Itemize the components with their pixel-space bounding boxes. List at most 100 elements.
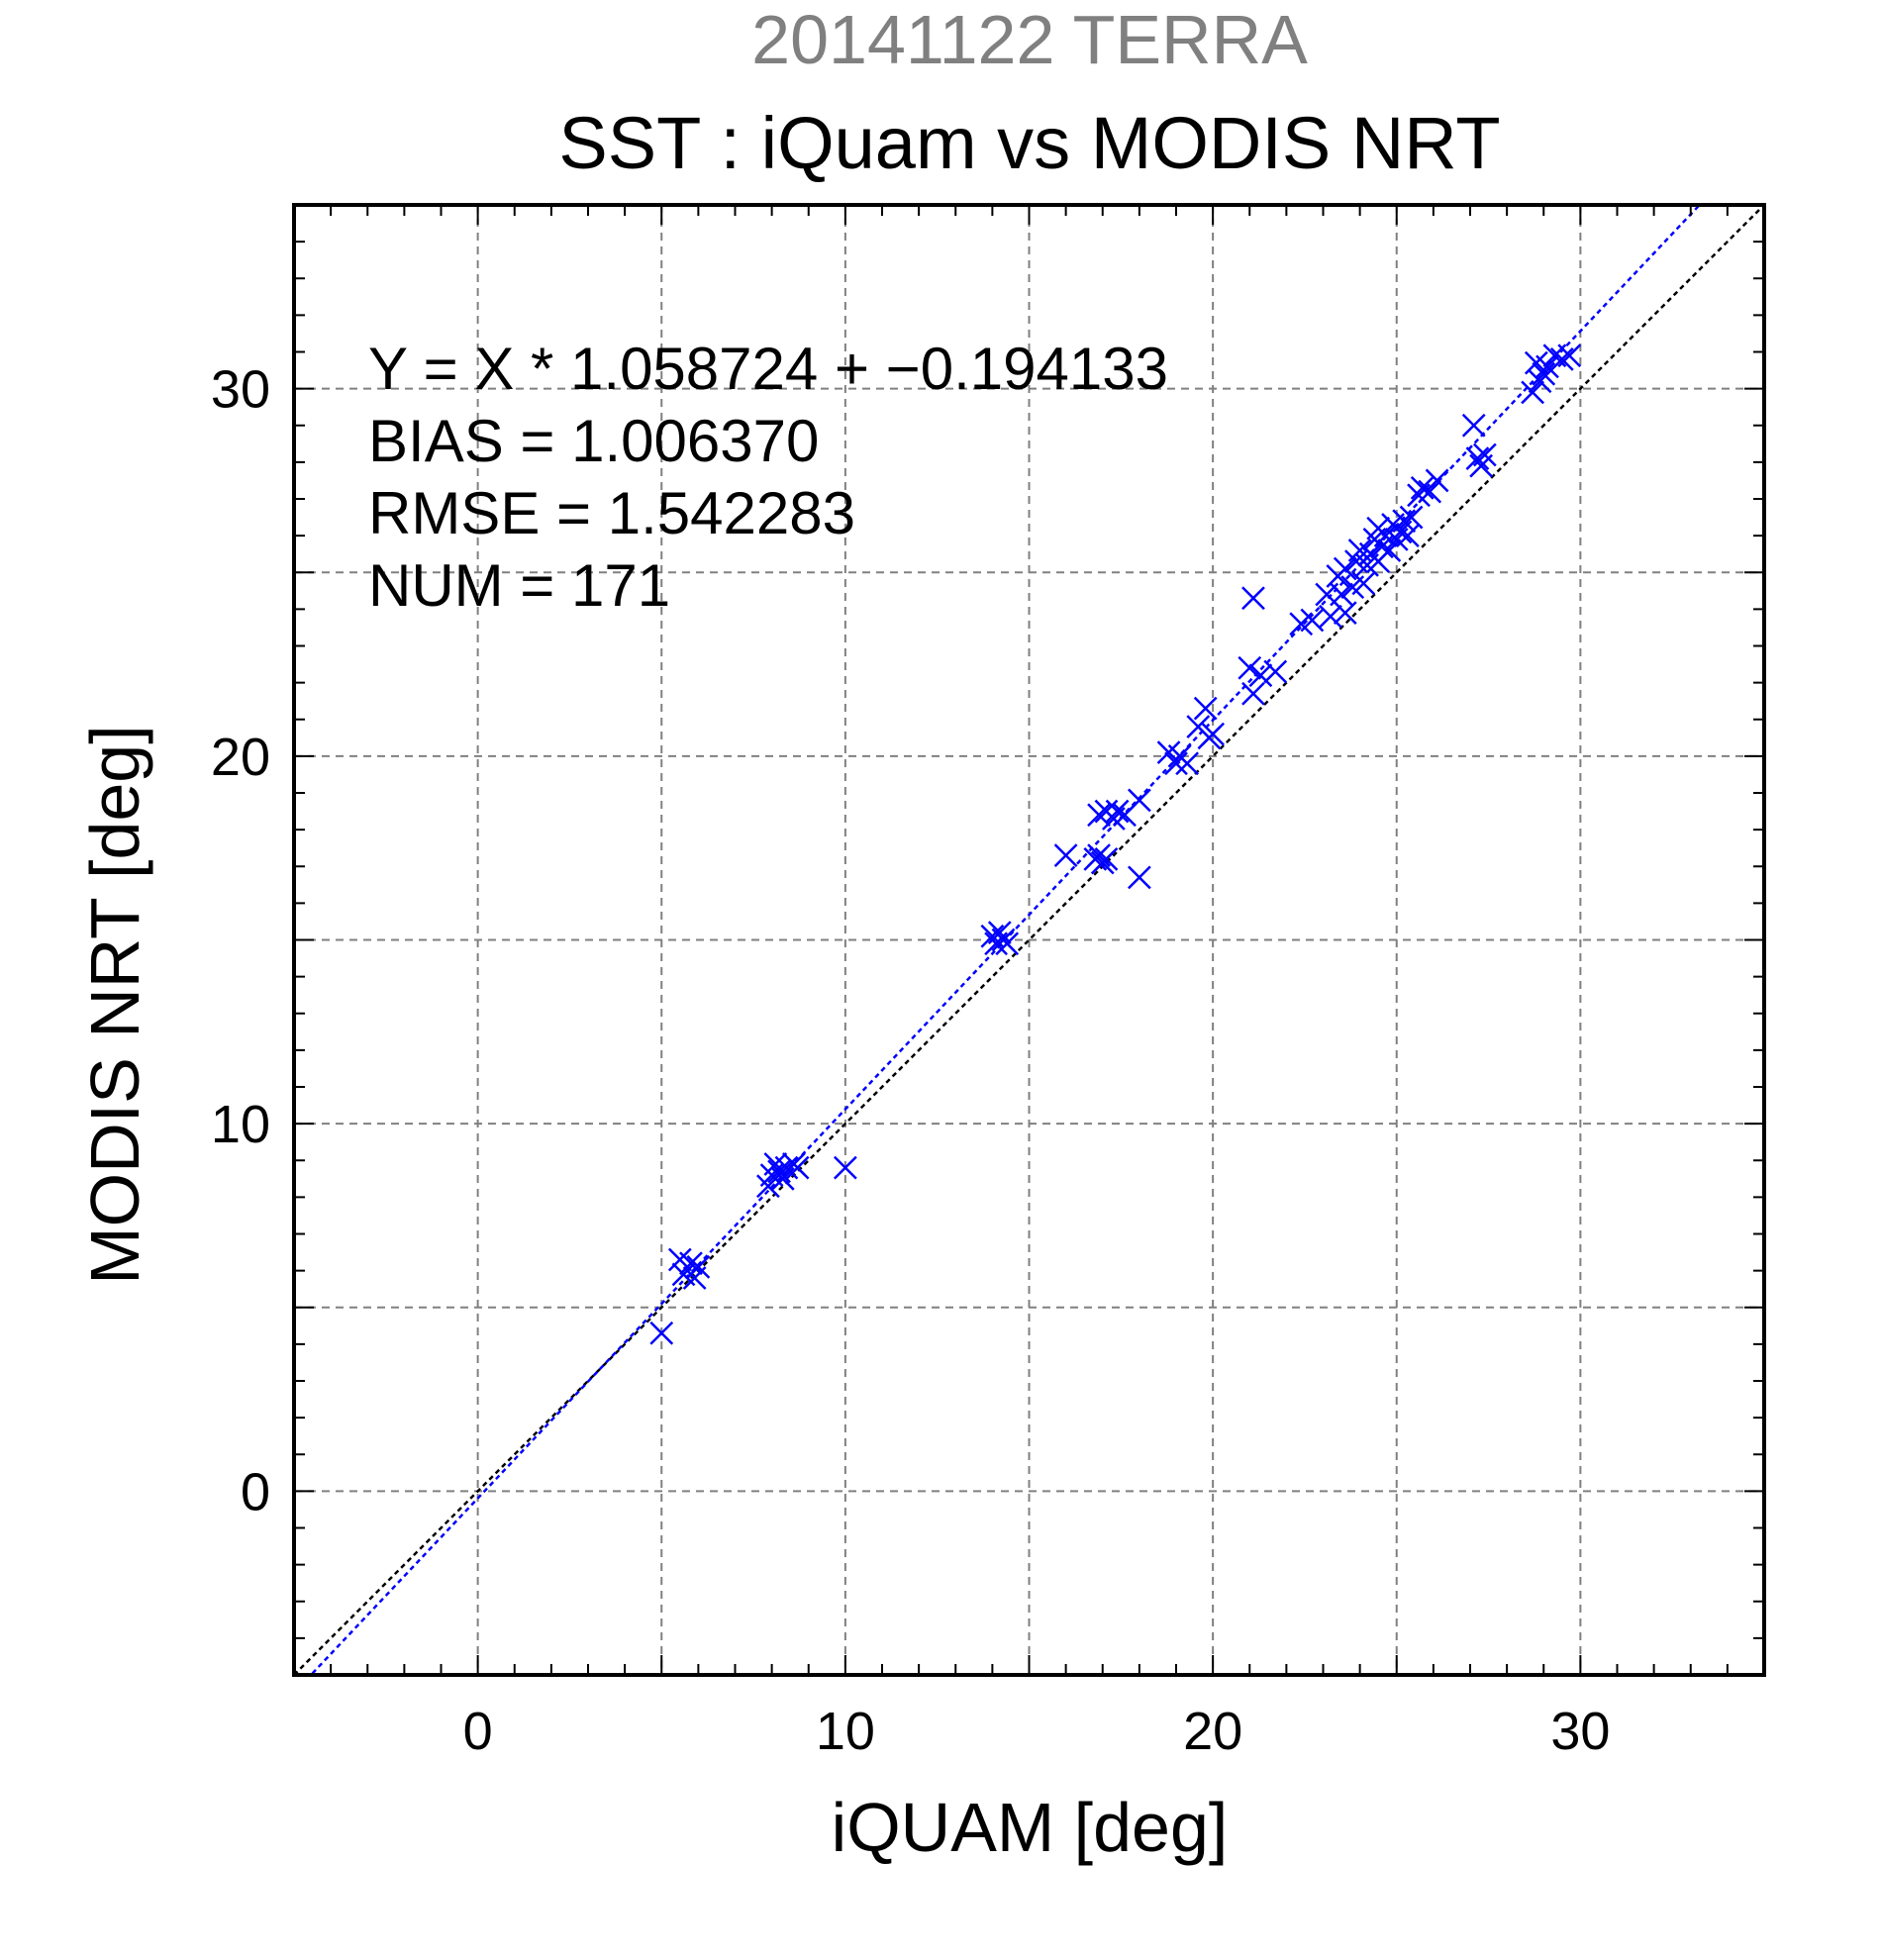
data-point-stroke [1319, 604, 1342, 629]
data-point [1248, 663, 1273, 688]
data-point [767, 1159, 791, 1184]
data-point [649, 1321, 674, 1345]
data-point [1521, 380, 1544, 405]
grid-lines [294, 205, 1764, 1675]
data-point [1528, 369, 1552, 394]
data-point-stroke [1087, 803, 1111, 828]
data-point-stroke [1392, 509, 1417, 534]
chart-title: SST : iQuam vs MODIS NRT [558, 102, 1500, 184]
data-point-stroke [1175, 751, 1200, 776]
data-point [1105, 799, 1130, 824]
axis-ticks [293, 204, 1765, 1676]
data-point [774, 1155, 799, 1180]
data-point [1241, 586, 1265, 611]
data-point-stroke [833, 1155, 857, 1180]
data-point-stroke [1524, 350, 1548, 375]
rmse-value: RMSE = 1.542283 [368, 480, 855, 546]
data-point [1425, 468, 1449, 493]
data-point [1418, 479, 1442, 504]
data-point-stroke [1373, 524, 1398, 548]
data-point-stroke [763, 1152, 788, 1176]
data-point-stroke [1193, 696, 1218, 721]
data-point [686, 1255, 711, 1279]
data-point-stroke [1263, 659, 1288, 684]
data-point-stroke [785, 1155, 810, 1180]
data-point [1465, 446, 1490, 471]
chart-supertitle: 20141122 TERRA [751, 1, 1308, 78]
data-point-stroke [686, 1255, 711, 1279]
data-point-stroke [1535, 354, 1559, 379]
data-point [1461, 413, 1486, 438]
data-point-stroke [1186, 715, 1211, 739]
data-point [1392, 509, 1417, 534]
data-point-stroke [1094, 846, 1119, 871]
data-point [1127, 788, 1151, 813]
data-point-stroke [1333, 556, 1357, 581]
data-point-stroke [1472, 442, 1497, 467]
data-point-stroke [679, 1251, 703, 1276]
x-tick-label: 10 [816, 1702, 875, 1761]
data-point-stroke [767, 1159, 791, 1184]
data-point [1532, 361, 1556, 386]
regression-equation: Y = X * 1.058724 + −0.194133 [368, 336, 1168, 402]
data-point-stroke [1156, 740, 1181, 765]
data-point [1238, 655, 1262, 680]
data-point [785, 1155, 810, 1180]
y-tick-label: 20 [211, 728, 270, 787]
stats-annotation: Y = X * 1.058724 + −0.194133 BIAS = 1.00… [368, 336, 1168, 619]
data-point [1263, 659, 1288, 684]
data-point-stroke [1347, 539, 1372, 562]
num-value: NUM = 171 [368, 552, 670, 619]
data-point [1377, 539, 1402, 562]
data-point-stroke [1521, 380, 1544, 405]
data-point-stroke [1532, 361, 1556, 386]
data-point [1524, 350, 1548, 375]
data-point [1164, 751, 1188, 776]
data-point-stroke [1351, 571, 1376, 596]
data-point [1330, 582, 1353, 607]
data-point-stroke [667, 1247, 692, 1272]
data-point [1396, 524, 1420, 548]
data-point [1333, 601, 1357, 625]
data-point [1201, 722, 1226, 746]
data-point-stroke [1549, 347, 1574, 371]
data-point [1300, 608, 1325, 633]
data-point-stroke [1105, 799, 1130, 824]
data-point-stroke [1465, 446, 1490, 471]
data-point-stroke [1410, 475, 1435, 500]
data-point-stroke [671, 1262, 696, 1287]
x-tick-label: 30 [1550, 1702, 1610, 1761]
data-point-stroke [1396, 524, 1420, 548]
data-point-stroke [1201, 722, 1226, 746]
data-point [1094, 846, 1119, 871]
data-point-stroke [1418, 479, 1442, 504]
data-point [1127, 865, 1151, 890]
data-point-stroke [1087, 843, 1111, 867]
bias-value: BIAS = 1.006370 [368, 408, 819, 474]
data-point [679, 1251, 703, 1276]
x-axis-title: iQUAM [deg] [832, 1789, 1229, 1866]
data-point-stroke [1238, 655, 1262, 680]
data-point-stroke [1164, 751, 1188, 776]
data-point [1193, 696, 1218, 721]
data-point [1319, 604, 1342, 629]
data-point [1410, 475, 1435, 500]
y-tick-label: 30 [211, 360, 270, 420]
regression-line [309, 205, 1702, 1675]
y-axis-title: MODIS NRT [deg] [76, 725, 153, 1284]
data-point-stroke [1377, 539, 1402, 562]
data-point [1053, 843, 1078, 867]
data-point-stroke [1053, 843, 1078, 867]
data-point-stroke [1300, 608, 1325, 633]
tick-labels: 0 10 20 30 0 10 20 30 [211, 360, 1610, 1761]
data-point-stroke [1127, 865, 1151, 890]
x-tick-label: 20 [1183, 1702, 1242, 1761]
data-point [987, 921, 1012, 944]
identity-line [294, 205, 1764, 1675]
data-point-stroke [649, 1321, 674, 1345]
data-point-stroke [1461, 413, 1486, 438]
x-tick-label: 0 [463, 1702, 493, 1761]
data-point-stroke [1241, 681, 1265, 706]
data-point-stroke [987, 921, 1012, 944]
